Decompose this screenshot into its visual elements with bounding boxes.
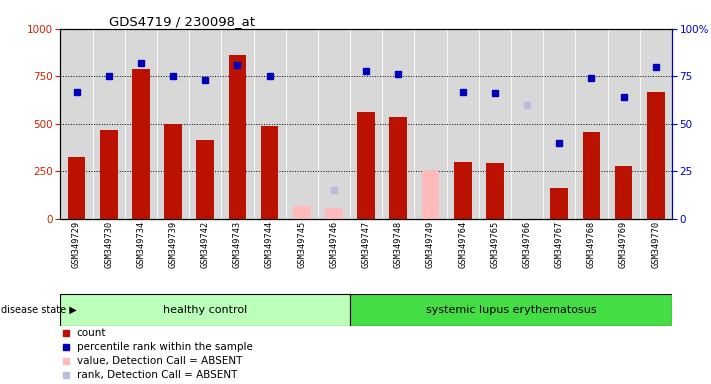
Text: GSM349770: GSM349770 — [651, 220, 661, 268]
Text: GSM349766: GSM349766 — [523, 220, 532, 268]
Text: GSM349747: GSM349747 — [362, 220, 370, 268]
Text: GSM349729: GSM349729 — [72, 220, 81, 268]
Text: GSM349742: GSM349742 — [201, 220, 210, 268]
Bar — [68, 157, 85, 219]
Bar — [615, 166, 633, 219]
Text: GSM349769: GSM349769 — [619, 220, 628, 268]
Bar — [100, 129, 117, 219]
Bar — [60, 294, 350, 326]
Text: GSM349768: GSM349768 — [587, 220, 596, 268]
Text: GSM349730: GSM349730 — [105, 220, 113, 268]
Bar — [228, 55, 246, 219]
Text: GSM349743: GSM349743 — [233, 220, 242, 268]
Bar — [325, 209, 343, 219]
Bar — [196, 140, 214, 219]
Text: GSM349764: GSM349764 — [458, 220, 467, 268]
Bar — [132, 69, 150, 219]
Text: GSM349746: GSM349746 — [329, 220, 338, 268]
Bar — [293, 205, 311, 219]
Bar — [390, 117, 407, 219]
Bar — [261, 126, 279, 219]
Bar — [358, 113, 375, 219]
Text: value, Detection Call = ABSENT: value, Detection Call = ABSENT — [77, 356, 242, 366]
Bar — [647, 91, 665, 219]
Text: healthy control: healthy control — [163, 305, 247, 315]
Text: percentile rank within the sample: percentile rank within the sample — [77, 342, 252, 352]
Bar — [350, 294, 672, 326]
Bar — [164, 124, 182, 219]
Text: GSM349748: GSM349748 — [394, 220, 403, 268]
Bar — [486, 163, 503, 219]
Text: GSM349744: GSM349744 — [265, 220, 274, 268]
Text: GSM349749: GSM349749 — [426, 220, 435, 268]
Text: rank, Detection Call = ABSENT: rank, Detection Call = ABSENT — [77, 370, 237, 380]
Bar — [454, 162, 471, 219]
Bar — [582, 132, 600, 219]
Text: disease state ▶: disease state ▶ — [1, 305, 77, 315]
Text: GSM349765: GSM349765 — [491, 220, 499, 268]
Text: GSM349739: GSM349739 — [169, 220, 178, 268]
Text: count: count — [77, 328, 106, 338]
Text: GSM349767: GSM349767 — [555, 220, 564, 268]
Bar — [422, 170, 439, 219]
Text: systemic lupus erythematosus: systemic lupus erythematosus — [426, 305, 597, 315]
Text: GSM349734: GSM349734 — [137, 220, 145, 268]
Text: GDS4719 / 230098_at: GDS4719 / 230098_at — [109, 15, 255, 28]
Bar — [550, 187, 568, 219]
Text: GSM349745: GSM349745 — [297, 220, 306, 268]
